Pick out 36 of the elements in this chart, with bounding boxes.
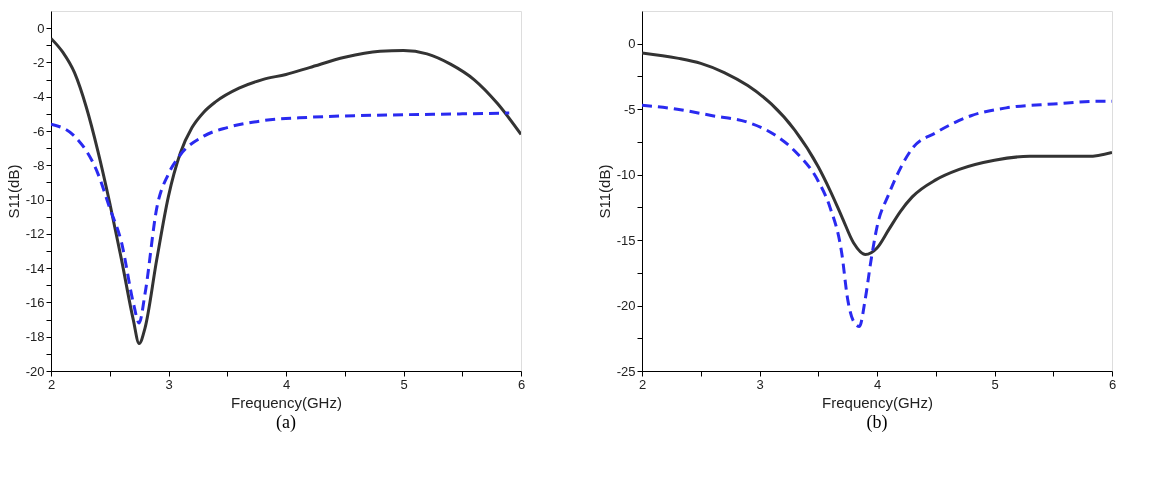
y-tick-label: -2 [32, 54, 45, 70]
y-tick-label: -10 [25, 192, 45, 208]
y-tick-label: -8 [32, 157, 45, 173]
x-tick-label: 3 [165, 376, 173, 392]
y-tick-label: -14 [25, 260, 45, 276]
x-tick-label: 2 [47, 376, 56, 392]
y-tick-label: -10 [616, 167, 636, 183]
x-tick-label: 5 [400, 376, 408, 392]
y-tick-label: -25 [616, 363, 636, 379]
y-tick-label: -5 [623, 101, 636, 117]
y-axis-title: S11(dB) [595, 164, 613, 219]
x-tick-label: 2 [638, 376, 647, 392]
y-tick-label: -20 [25, 363, 45, 379]
x-tick-label: 4 [873, 376, 882, 392]
y-tick-label: -4 [32, 89, 45, 105]
x-tick-label: 3 [756, 376, 764, 392]
line-series [642, 51, 1112, 256]
x-tick-label: 6 [517, 376, 526, 392]
y-tick-label: -12 [25, 226, 45, 242]
x-tick-label: 5 [991, 376, 999, 392]
y-axis-title: S11(dB) [4, 164, 22, 219]
x-axis-title: Frequency(GHz) [822, 393, 933, 411]
y-tick-label: 0 [628, 36, 636, 52]
y-tick-label: 0 [37, 20, 45, 36]
x-tick-label: 4 [282, 376, 291, 392]
x-tick-label: 6 [1108, 376, 1117, 392]
y-tick-label: -15 [616, 232, 636, 248]
text: (a) [276, 412, 296, 433]
text: (b) [866, 412, 888, 433]
y-tick-label: -16 [25, 294, 45, 310]
line-series [51, 36, 521, 346]
y-tick-label: -18 [25, 329, 45, 345]
y-tick-label: -20 [616, 298, 636, 314]
y-tick-label: -6 [32, 123, 45, 139]
x-axis-title: Frequency(GHz) [231, 393, 342, 411]
line-series [51, 111, 511, 325]
